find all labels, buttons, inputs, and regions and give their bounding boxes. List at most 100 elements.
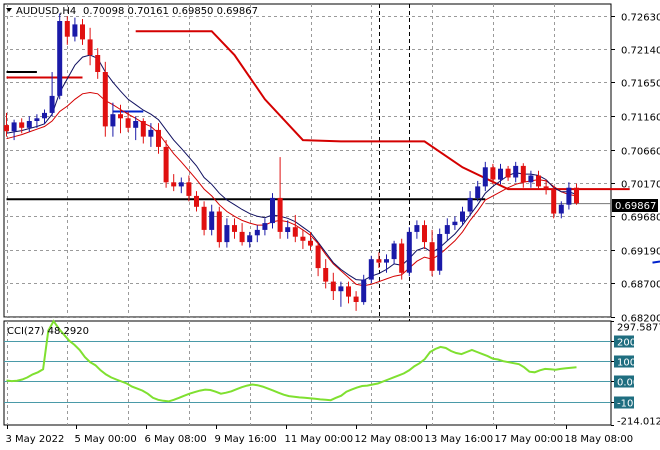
price-panel-frame [3,3,612,318]
cci-level-badge [614,355,634,368]
bearish-candle [520,163,526,188]
time-tick-label: 11 May 00:00 [285,434,354,445]
bullish-candle [566,182,572,210]
candle-body [338,286,344,292]
bearish-candle [323,259,329,289]
bearish-candle [64,16,70,45]
bullish-candle [406,227,412,277]
bearish-candle [346,281,351,304]
bullish-candle [110,102,116,137]
candle-body [11,122,17,132]
candle-body [118,114,123,119]
time-tick-label: 3 May 2022 [6,434,65,445]
bullish-candle [361,274,367,305]
cci-tick-label: 297.5877 [617,323,660,334]
bullish-candle [209,204,215,236]
candle-body [566,187,572,205]
candle-body [308,240,313,246]
bullish-candle [34,114,40,128]
bearish-candle [95,48,101,79]
candle-body [42,112,47,119]
bearish-candle [19,118,25,134]
bearish-candle [216,206,222,248]
candle-body [505,168,511,178]
bullish-candle [498,163,503,185]
candle-body [57,21,63,96]
candle-body [513,165,519,178]
candle-body [224,225,230,243]
bullish-candle [42,109,47,124]
bullish-candle [467,191,473,217]
bullish-candle [26,116,32,132]
bullish-candle [444,218,450,241]
bearish-candle [125,111,131,132]
bearish-candle [422,220,427,249]
cci-panel[interactable]: 297.5877 200 100 0.00 -100 -214.0126 CCI(27) … [3,319,660,428]
candle-body [285,227,291,232]
candle-body [353,296,359,302]
candle-body [262,223,268,230]
candle-body [247,235,253,243]
current-price-label: 0.69867 [615,201,656,212]
chart-header: AUDUSD,H4 0.70098 0.70161 0.69850 0.6986… [6,6,258,17]
price-tick-label: 0.69680 [621,213,660,224]
time-tick-label: 9 May 16:00 [215,434,277,445]
price-tick-label: 0.68700 [621,280,660,291]
candle-body [399,243,405,273]
candle-body [4,125,9,132]
candle-body [558,204,564,214]
time-tick-label: 6 May 08:00 [145,434,207,445]
candle-body [270,197,275,224]
cci-series [6,319,577,403]
bullish-candle [49,72,55,117]
price-tick-label: 0.70170 [621,180,660,191]
candle-body [19,122,25,128]
time-tick-label: 17 May 00:00 [495,434,564,445]
bullish-candle [558,201,564,219]
candle-body [384,259,389,263]
candle-body [543,186,549,190]
bearish-candle [171,174,177,192]
price-tick-label: 0.68200 [621,314,660,325]
candle-body [528,175,534,183]
bullish-candle [133,116,139,141]
price-panel[interactable]: 0.72630 0.72140 0.71650 0.71160 0.70660 0.701… [3,3,660,425]
price-axis: 0.72630 0.72140 0.71650 0.71160 0.70660 0.701… [611,13,660,325]
candle-body [72,24,78,37]
price-tick-label: 0.69190 [621,247,660,258]
cci-tick-label: 0.00 [617,378,639,389]
candles [4,13,579,311]
candle-body [64,21,70,37]
bearish-candle [543,179,549,195]
candle-body [216,211,222,243]
ohlc-values: 0.70098 0.70161 0.69850 0.69867 [83,6,258,17]
candle-body [300,236,306,241]
time-tick-label: 13 May 16:00 [425,434,494,445]
candle-body [429,242,435,271]
candle-body [391,243,397,260]
candle-body [186,182,192,196]
candle-body [87,39,93,55]
bearish-candle [4,112,9,137]
bullish-candle [384,254,389,273]
candle-body [361,279,367,303]
bearish-candle [156,123,161,154]
candle-body [194,195,199,207]
bullish-candle [475,180,481,202]
dropdown-arrow-icon[interactable] [6,8,12,12]
price-tick-label: 0.71160 [621,113,660,124]
bearish-candle [201,201,207,236]
candle-body [406,231,412,273]
bearish-candle [232,218,237,239]
moving-averages [6,54,577,287]
bearish-candle [163,140,169,188]
candle-body [315,245,321,269]
symbol-label: AUDUSD,H4 [16,6,76,17]
bullish-candle [148,123,154,147]
candle-body [140,121,146,137]
bullish-candle [254,225,260,243]
cci-tick-label: -214.0126 [617,417,660,428]
bearish-candle [536,170,541,190]
candle-body [323,268,329,282]
